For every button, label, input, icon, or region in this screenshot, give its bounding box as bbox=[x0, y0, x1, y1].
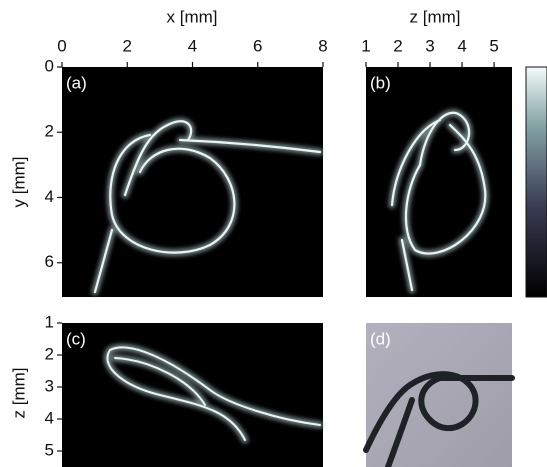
image-b bbox=[366, 67, 512, 297]
y-tick-label: 4 bbox=[45, 408, 54, 427]
x-tick-label: 8 bbox=[318, 36, 327, 55]
y-tick-label: 0 bbox=[45, 56, 54, 75]
y-axis-title: y [mm] bbox=[9, 157, 28, 208]
x-tick-label: 1 bbox=[361, 36, 370, 55]
panel-label: (d) bbox=[370, 329, 391, 348]
x-tick-label: 2 bbox=[393, 36, 402, 55]
panel-label: (c) bbox=[66, 329, 86, 348]
panel-label: (a) bbox=[66, 73, 87, 92]
x-tick-label: 0 bbox=[57, 36, 66, 55]
y-tick-label: 3 bbox=[45, 376, 54, 395]
y-tick-label: 6 bbox=[45, 252, 54, 271]
x-axis-title: z [mm] bbox=[410, 7, 461, 26]
y-tick-label: 2 bbox=[45, 122, 54, 141]
figure: (a) (b) (c) (d) x [mm] z [mm] y [mm] z [… bbox=[0, 0, 547, 467]
x-tick-label: 4 bbox=[188, 36, 197, 55]
x-axis-title: x [mm] bbox=[167, 7, 218, 26]
x-tick-label: 5 bbox=[489, 36, 498, 55]
y-tick-label: 4 bbox=[45, 187, 54, 206]
panel-label: (b) bbox=[370, 73, 391, 92]
colorbar bbox=[526, 67, 547, 297]
x-tick-label: 2 bbox=[123, 36, 132, 55]
x-tick-label: 4 bbox=[457, 36, 466, 55]
y-axis-title: z [mm] bbox=[9, 368, 28, 419]
y-tick-label: 1 bbox=[45, 312, 54, 331]
x-tick-label: 3 bbox=[425, 36, 434, 55]
x-tick-label: 6 bbox=[253, 36, 262, 55]
y-tick-label: 2 bbox=[45, 344, 54, 363]
y-tick-label: 5 bbox=[45, 440, 54, 459]
image-c bbox=[62, 323, 323, 467]
